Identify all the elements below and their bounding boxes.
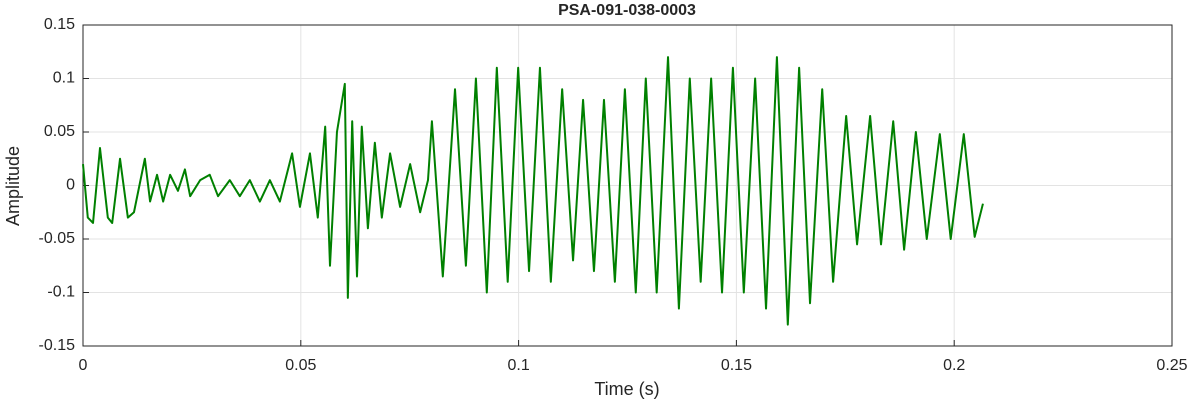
y-tick-label: 0.05 bbox=[44, 123, 75, 140]
y-tick-label: -0.1 bbox=[47, 284, 75, 301]
x-tick-label: 0.2 bbox=[943, 357, 965, 374]
x-tick-label: 0.05 bbox=[285, 357, 316, 374]
chart-title: PSA-091-038-0003 bbox=[558, 2, 696, 19]
y-tick-label: -0.15 bbox=[39, 337, 76, 354]
y-tick-label: -0.05 bbox=[39, 230, 76, 247]
data-line bbox=[82, 56, 984, 326]
x-tick-label: 0.15 bbox=[721, 357, 752, 374]
y-tick-label: 0.15 bbox=[44, 16, 75, 33]
x-tick-label: 0 bbox=[79, 357, 88, 374]
x-tick-label: 0.25 bbox=[1156, 357, 1187, 374]
y-tick-label: 0.1 bbox=[53, 70, 75, 87]
y-axis-label: Amplitude bbox=[3, 146, 23, 226]
x-axis-label: Time (s) bbox=[594, 379, 659, 399]
axes-box bbox=[82, 24, 1173, 347]
x-tick-label: 0.1 bbox=[507, 357, 529, 374]
y-tick-label: 0 bbox=[66, 177, 75, 194]
